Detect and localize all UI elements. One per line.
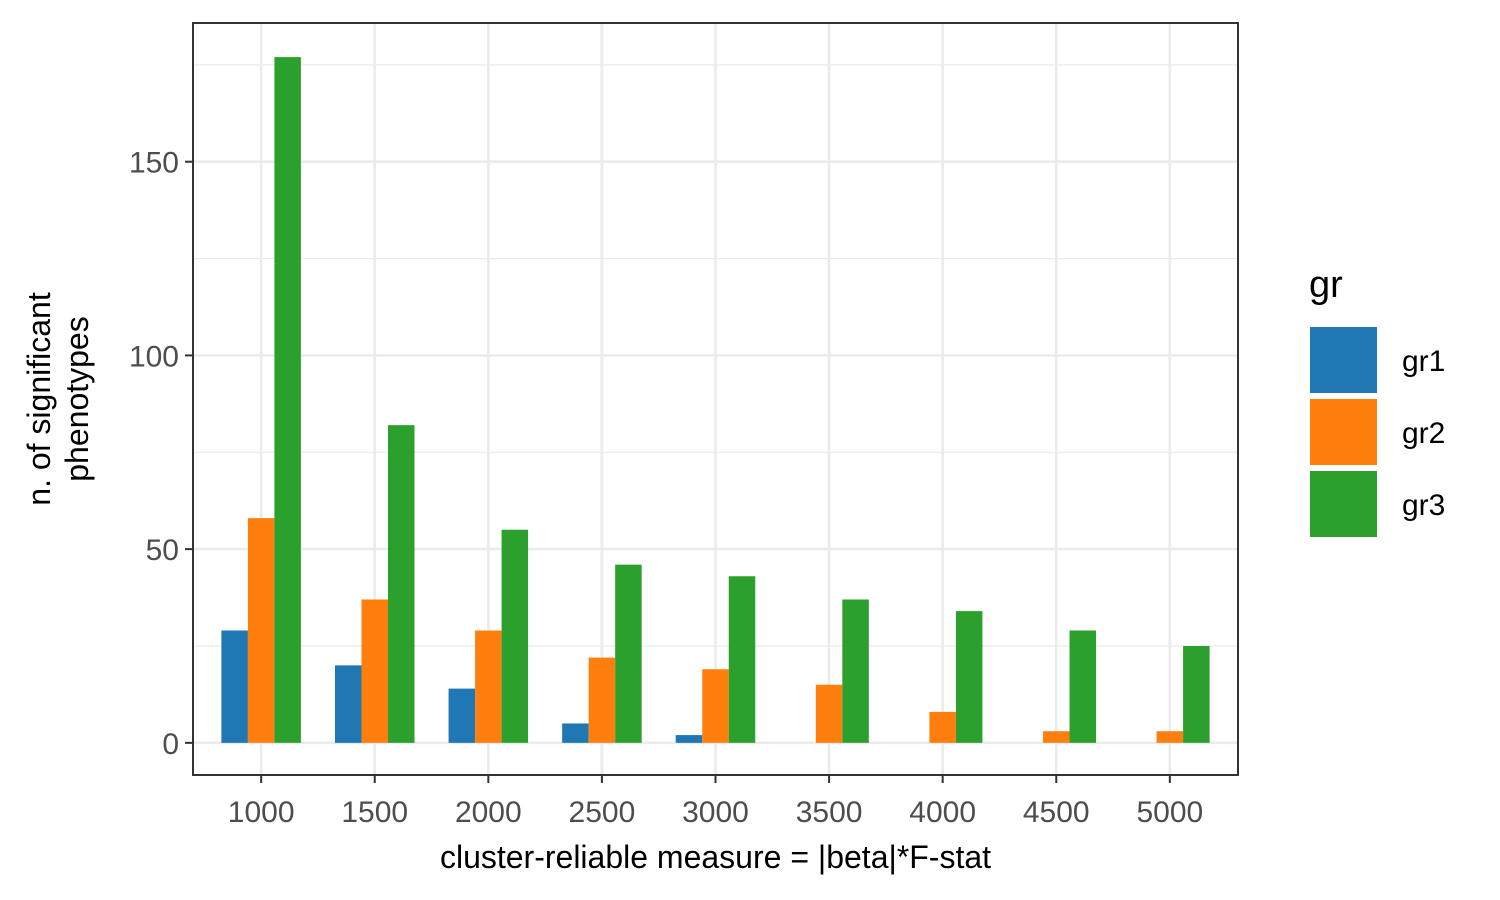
bars	[221, 57, 1210, 743]
x-tick-label: 4000	[909, 796, 976, 829]
y-tick-label: 0	[162, 728, 179, 761]
y-tick-label: 150	[129, 147, 179, 180]
bar-gr1-2500	[562, 723, 589, 743]
y-tick-label: 100	[129, 340, 179, 373]
legend-key-gr3	[1310, 471, 1377, 537]
y-axis-title-line-2: phenotypes	[59, 316, 95, 481]
bar-gr1-1000	[221, 630, 248, 743]
bar-gr3-1000	[274, 57, 301, 743]
bar-gr3-1500	[387, 425, 415, 743]
bar-gr3-3000	[728, 576, 756, 743]
bar-gr3-2500	[615, 564, 642, 743]
x-tick-label: 3000	[682, 796, 749, 829]
legend-key-gr2	[1310, 399, 1377, 465]
y-tick-label: 50	[146, 534, 179, 567]
x-tick-label: 4500	[1023, 796, 1090, 829]
legend-title: gr	[1309, 264, 1343, 306]
bar-gr2-5000	[1156, 731, 1184, 743]
legend-label-gr2: gr2	[1402, 417, 1445, 450]
bar-gr2-1000	[247, 518, 275, 743]
legend-key-gr1	[1310, 327, 1377, 393]
bar-gr3-3500	[842, 599, 869, 743]
bar-gr3-4000	[955, 611, 983, 743]
bar-gr1-3000	[675, 735, 703, 743]
bar-gr2-4000	[929, 711, 956, 743]
bar-gr2-1500	[361, 599, 388, 743]
axes: 0 50 100 150 1000 1500 2000 2500 3000 3500 4000 450…	[129, 147, 1203, 829]
x-tick-label: 2000	[455, 796, 522, 829]
x-tick-label: 3500	[796, 796, 863, 829]
bar-gr2-3500	[815, 684, 843, 743]
bar-gr2-2500	[588, 657, 616, 743]
legend: gr1 gr2 gr3	[1310, 327, 1445, 537]
y-axis-title-line-1: n. of significant	[21, 292, 57, 506]
x-tick-label: 2500	[569, 796, 636, 829]
legend-label-gr1: gr1	[1402, 345, 1445, 378]
bar-gr1-2000	[448, 688, 476, 743]
bar-gr2-3000	[702, 669, 729, 743]
bar-gr3-4500	[1069, 630, 1097, 743]
legend-label-gr3: gr3	[1402, 489, 1445, 522]
bar-gr1-1500	[334, 665, 362, 743]
x-tick-label: 5000	[1136, 796, 1203, 829]
bar-gr2-4500	[1043, 731, 1070, 743]
bar-gr3-2000	[501, 529, 529, 743]
x-tick-label: 1000	[228, 796, 295, 829]
bar-gr3-5000	[1183, 645, 1210, 743]
bar-gr2-2000	[475, 630, 502, 743]
x-tick-label: 1500	[341, 796, 408, 829]
x-axis-title: cluster-reliable measure = |beta|*F-stat	[440, 839, 991, 875]
